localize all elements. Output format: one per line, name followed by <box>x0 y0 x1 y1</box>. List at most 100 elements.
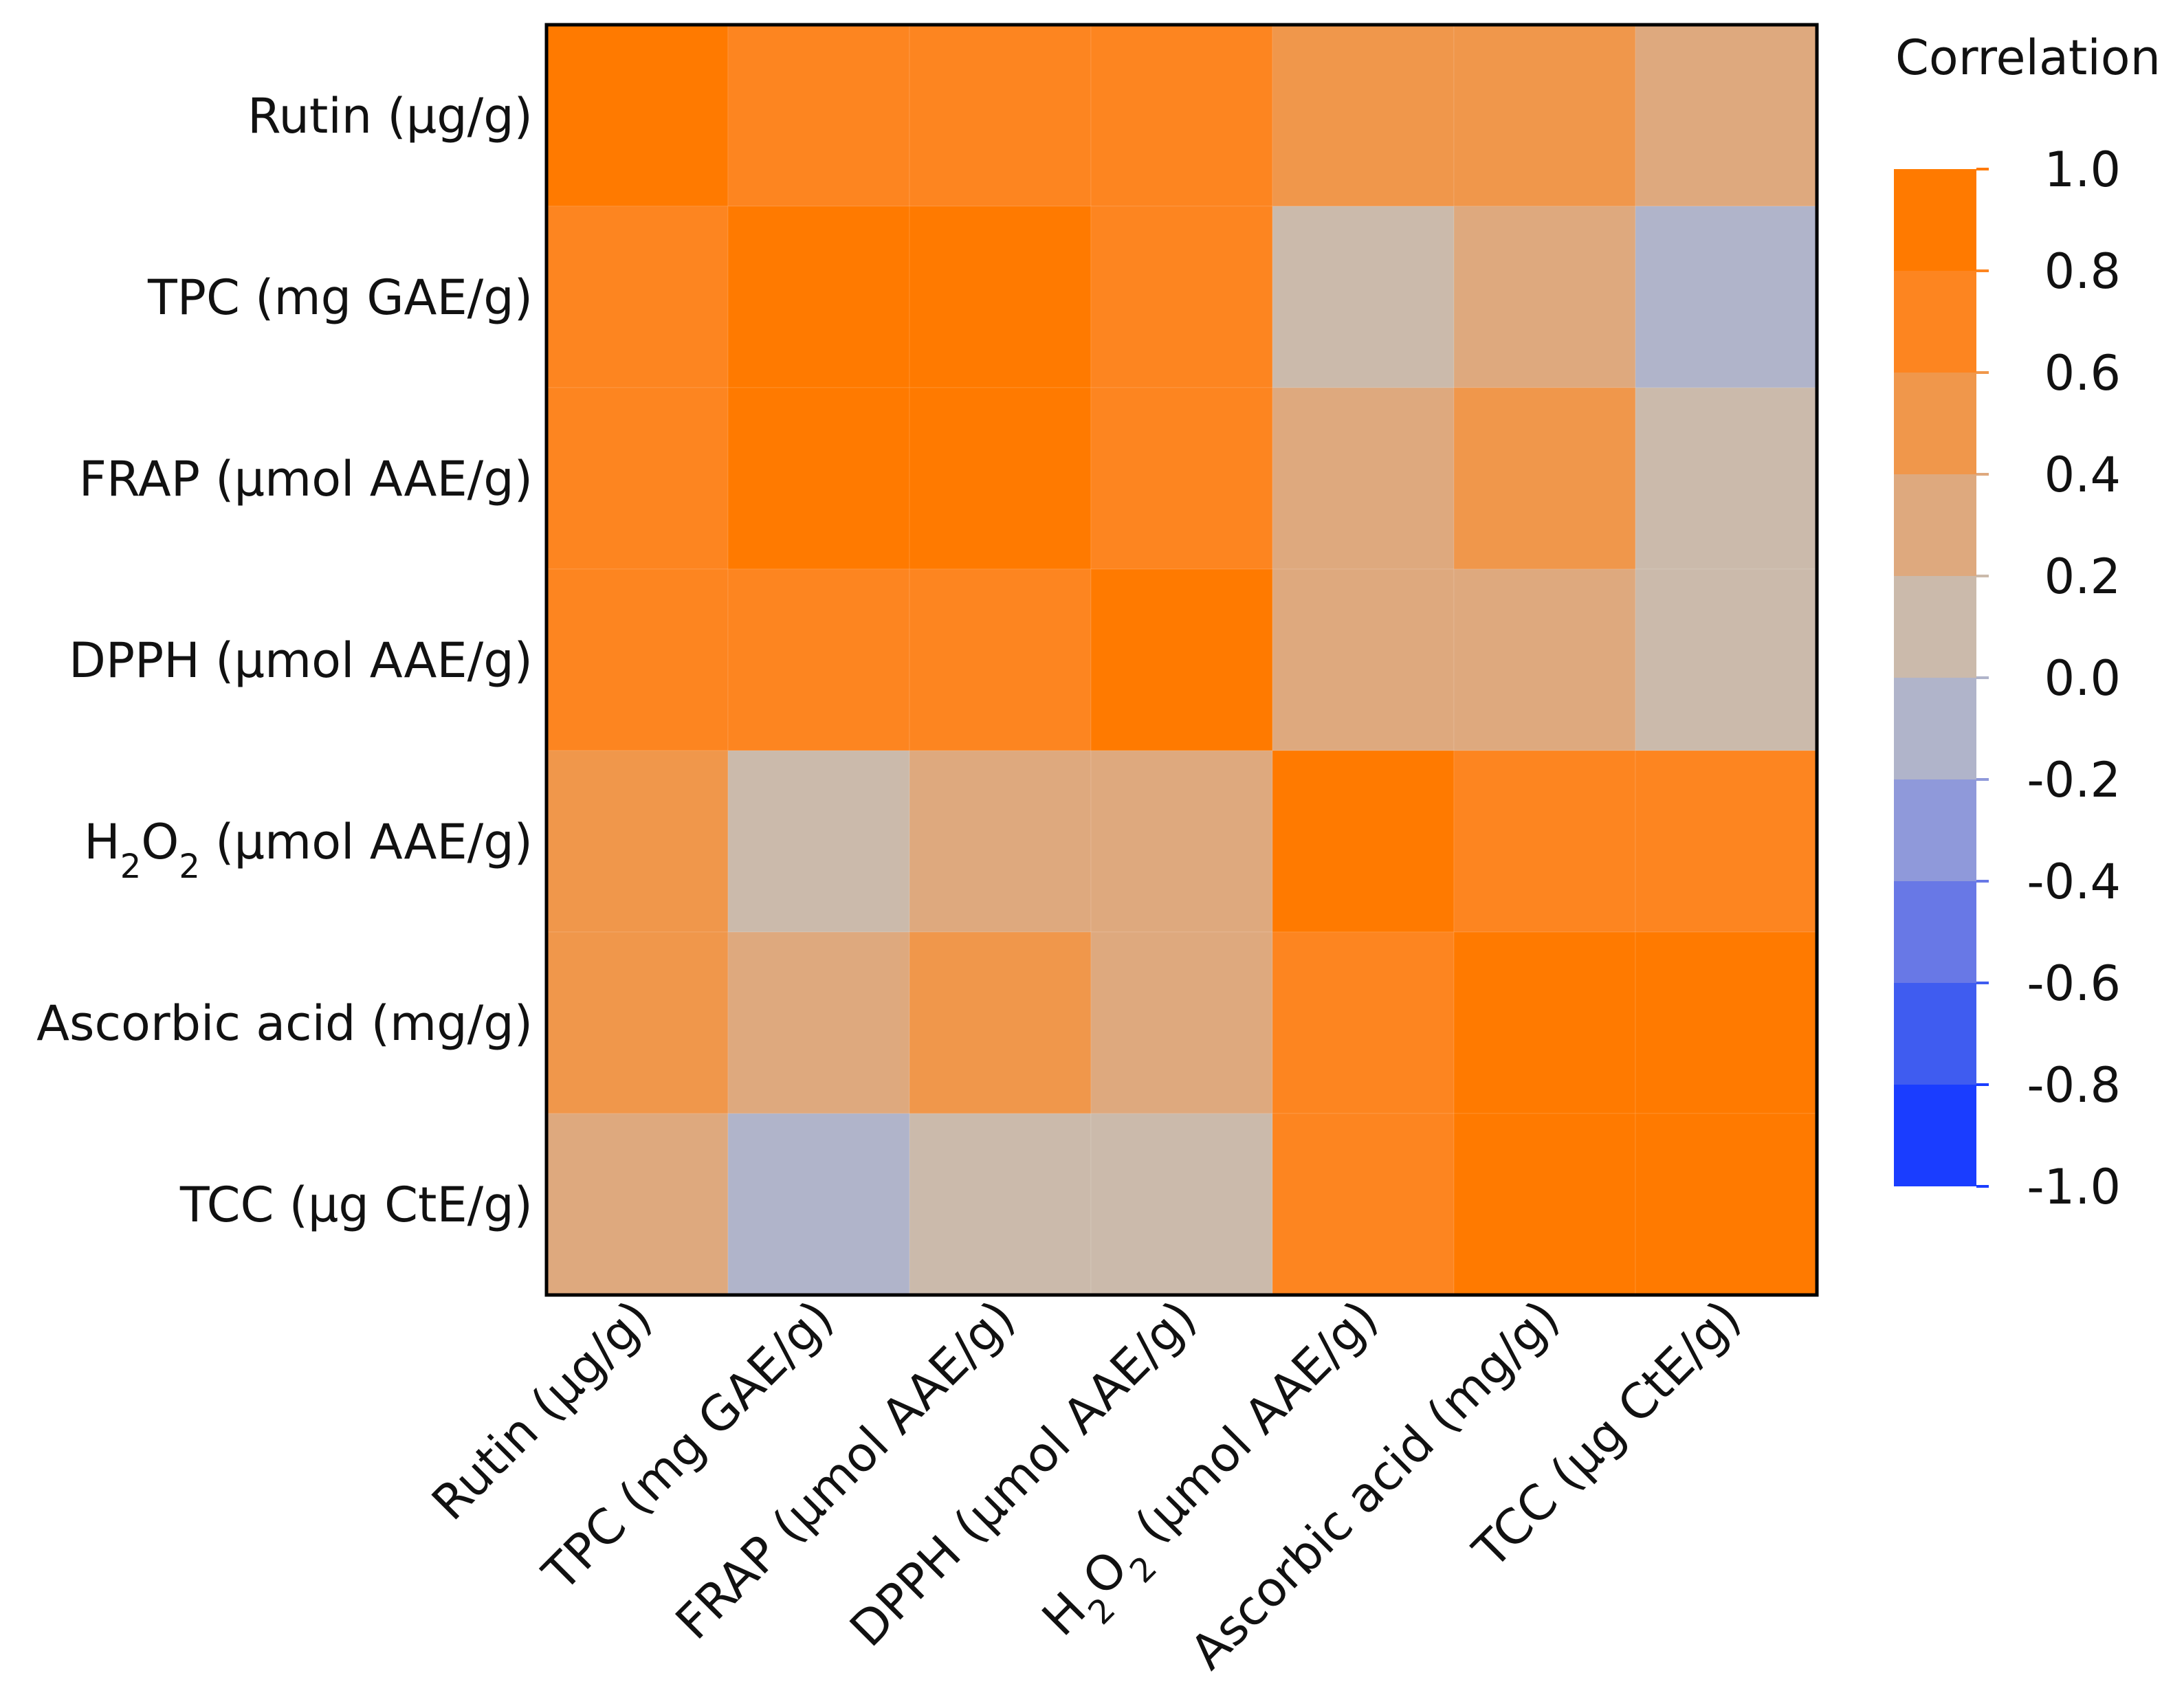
legend-tick-label: -0.2 <box>2027 752 2121 808</box>
label-part: 2 <box>179 848 200 886</box>
label-part: (µmol AAE/g) <box>200 814 533 870</box>
heatmap-cell <box>1453 24 1636 207</box>
column-label: FRAP (µmol AAE/g) <box>665 1289 1026 1650</box>
legend-title: Correlation <box>1895 30 2161 86</box>
heatmap-cell <box>1453 750 1636 933</box>
label-part: Ascorbic acid (mg/g) <box>1180 1289 1570 1680</box>
heatmap-cell <box>1090 387 1273 570</box>
legend-swatch <box>1894 271 1976 373</box>
row-label: TPC (mg GAE/g) <box>147 269 533 326</box>
legend-swatch <box>1894 678 1976 779</box>
heatmap-cell <box>1453 387 1636 570</box>
label-part: 2 <box>120 848 142 886</box>
column-label: Ascorbic acid (mg/g) <box>1180 1289 1570 1680</box>
heatmap-cell <box>1090 24 1273 207</box>
heatmap-cell <box>909 387 1092 570</box>
heatmap-cell <box>909 206 1092 388</box>
legend-tick-label: 1.0 <box>2044 142 2121 198</box>
heatmap-cell <box>1090 931 1273 1114</box>
heatmap-cell <box>546 206 729 388</box>
column-labels: Rutin (µg/g)TPC (mg GAE/g)FRAP (µmol AAE… <box>421 1289 1752 1680</box>
heatmap-cell <box>727 750 910 933</box>
row-label: DPPH (µmol AAE/g) <box>69 632 533 689</box>
label-part: TCC (µg CtE/g) <box>179 1177 533 1233</box>
heatmap-cell <box>727 931 910 1114</box>
heatmap-cell <box>1272 387 1455 570</box>
legend-tick-label: 0.6 <box>2044 345 2121 401</box>
legend-swatch <box>1894 983 1976 1085</box>
heatmap-cell <box>1090 1113 1273 1296</box>
label-part: FRAP (µmol AAE/g) <box>665 1289 1026 1650</box>
heatmap-cell <box>1635 1113 1818 1296</box>
heatmap-cell <box>1635 568 1818 751</box>
label-part: TPC (mg GAE/g) <box>147 269 533 326</box>
heatmap-cell <box>1272 206 1455 388</box>
heatmap-cell <box>546 1113 729 1296</box>
row-labels: Rutin (µg/g) TPC (mg GAE/g) FRAP (µmol AAE… <box>36 88 533 1233</box>
heatmap-cell <box>546 568 729 751</box>
legend-swatch <box>1894 474 1976 576</box>
column-label: DPPH (µmol AAE/g) <box>839 1289 1207 1657</box>
heatmap-cell <box>546 24 729 207</box>
heatmap-cell <box>1090 750 1273 933</box>
label-part: H <box>1031 1582 1096 1647</box>
legend-tick-label: 0.4 <box>2044 447 2121 503</box>
row-label: H2O2 (µmol AAE/g) <box>84 814 533 886</box>
legend-tick-label: -0.4 <box>2027 854 2121 910</box>
heatmap-cell <box>727 387 910 570</box>
heatmap-cell <box>727 1113 910 1296</box>
heatmap-cell <box>909 1113 1092 1296</box>
heatmap-cell <box>1635 206 1818 388</box>
legend-swatch <box>1894 169 1976 271</box>
color-legend: 1.0 0.8 0.6 0.4 0.2 0.0 -0.2 -0.4 -0.6 -0.8 -1.0 <box>1894 142 2121 1215</box>
heatmap-cell <box>1635 931 1818 1114</box>
legend-tick-label: -1.0 <box>2027 1159 2121 1215</box>
row-label: FRAP (µmol AAE/g) <box>79 451 533 507</box>
legend-tick-label: -0.6 <box>2027 955 2121 1012</box>
heatmap-cell <box>909 24 1092 207</box>
heatmap-cell <box>546 387 729 570</box>
heatmap-cell <box>546 750 729 933</box>
heatmap-cell <box>1272 750 1455 933</box>
heatmap-cell <box>1635 387 1818 570</box>
label-part: Ascorbic acid (mg/g) <box>36 995 533 1052</box>
label-part: O <box>1072 1540 1138 1606</box>
heatmap-cell <box>909 931 1092 1114</box>
legend-swatch <box>1894 1085 1976 1186</box>
row-label: Ascorbic acid (mg/g) <box>36 995 533 1052</box>
label-part: DPPH (µmol AAE/g) <box>69 632 533 689</box>
legend-swatch <box>1894 576 1976 678</box>
heatmap-cell <box>1272 24 1455 207</box>
legend-tick-label: 0.2 <box>2044 549 2121 605</box>
label-part: DPPH (µmol AAE/g) <box>839 1289 1207 1657</box>
legend-swatch <box>1894 881 1976 983</box>
legend-tick-label: -0.8 <box>2027 1057 2121 1114</box>
heatmap-cell <box>1090 206 1273 388</box>
row-label: TCC (µg CtE/g) <box>179 1177 533 1233</box>
heatmap-cell <box>1272 1113 1455 1296</box>
label-part: Rutin (µg/g) <box>247 88 533 144</box>
legend-tick-label: 0.8 <box>2044 243 2121 300</box>
heatmap-cell <box>1453 206 1636 388</box>
heatmap-cells <box>546 24 1818 1296</box>
heatmap-cell <box>909 750 1092 933</box>
plot-frame <box>544 23 1819 1297</box>
row-label: Rutin (µg/g) <box>247 88 533 144</box>
heatmap-cell <box>1453 931 1636 1114</box>
heatmap-cell <box>727 24 910 207</box>
heatmap-cell <box>1272 568 1455 751</box>
heatmap-cell <box>1272 931 1455 1114</box>
legend-swatch <box>1894 779 1976 881</box>
heatmap-cell <box>546 931 729 1114</box>
heatmap-cell <box>1090 568 1273 751</box>
heatmap-cell <box>727 206 910 388</box>
heatmap-cell <box>1453 1113 1636 1296</box>
legend-swatch <box>1894 373 1976 474</box>
heatmap-cell <box>1635 24 1818 207</box>
heatmap-cell <box>909 568 1092 751</box>
heatmap-cell <box>1453 568 1636 751</box>
column-label: H2O2 (µmol AAE/g) <box>1031 1289 1400 1658</box>
label-part: H <box>84 814 120 870</box>
legend-tick-label: 0.0 <box>2044 650 2121 707</box>
